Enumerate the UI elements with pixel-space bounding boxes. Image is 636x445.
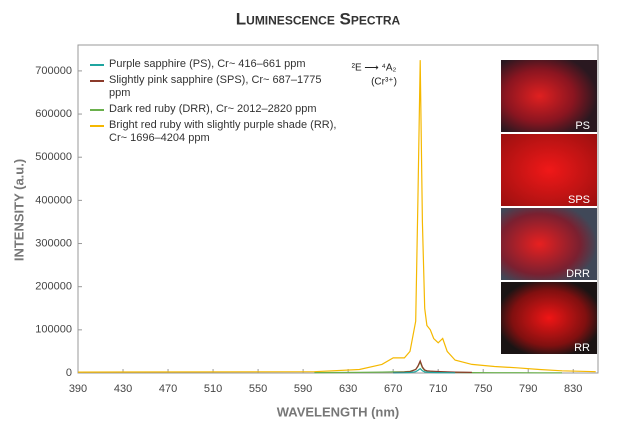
legend: Purple sapphire (PS), Cr~ 416–661 ppm Sli… bbox=[90, 58, 345, 148]
legend-label: Slightly pink sapphire (SPS), Cr~ 687–17… bbox=[109, 74, 322, 99]
inset-label: RR bbox=[574, 342, 590, 354]
x-tick-label: 750 bbox=[474, 383, 492, 395]
legend-swatch bbox=[90, 64, 104, 66]
y-tick-label: 100000 bbox=[35, 324, 72, 336]
y-axis-label: INTENSITY (a.u.) bbox=[11, 159, 26, 261]
x-axis-label: WAVELENGTH (nm) bbox=[277, 404, 400, 419]
y-tick-label: 200000 bbox=[35, 281, 72, 293]
y-tick-label: 400000 bbox=[35, 194, 72, 206]
legend-item: Bright red ruby with slightly purple sha… bbox=[90, 119, 345, 145]
x-tick-label: 790 bbox=[519, 383, 537, 395]
legend-item: Purple sapphire (PS), Cr~ 416–661 ppm bbox=[90, 58, 345, 71]
legend-label: Bright red ruby with slightly purple sha… bbox=[109, 119, 337, 144]
legend-item: Slightly pink sapphire (SPS), Cr~ 687–17… bbox=[90, 74, 345, 100]
y-tick-label: 300000 bbox=[35, 237, 72, 249]
chart-title: Luminescence Spectra bbox=[236, 9, 401, 28]
legend-swatch bbox=[90, 125, 104, 127]
inset-image bbox=[501, 60, 597, 132]
x-tick-label: 670 bbox=[384, 383, 402, 395]
inset-label: DRR bbox=[566, 268, 590, 280]
x-tick-label: 430 bbox=[114, 383, 132, 395]
legend-swatch bbox=[90, 109, 104, 111]
inset-image bbox=[501, 134, 597, 206]
annotation: (Cr³⁺) bbox=[371, 77, 397, 88]
y-tick-label: 600000 bbox=[35, 108, 72, 120]
y-tick-label: 700000 bbox=[35, 65, 72, 77]
x-tick-label: 470 bbox=[159, 383, 177, 395]
legend-item: Dark red ruby (DRR), Cr~ 2012–2820 ppm bbox=[90, 103, 345, 116]
legend-swatch bbox=[90, 80, 104, 82]
x-tick-label: 590 bbox=[294, 383, 312, 395]
series-line bbox=[77, 60, 596, 373]
inset-label: PS bbox=[575, 120, 590, 132]
insets bbox=[501, 60, 597, 354]
y-tick-label: 0 bbox=[66, 367, 72, 379]
annotation: ²E ⟶ ⁴A₂ bbox=[352, 63, 397, 74]
inset-image bbox=[501, 282, 597, 354]
y-tick-label: 500000 bbox=[35, 151, 72, 163]
x-tick-label: 630 bbox=[339, 383, 357, 395]
series-line bbox=[393, 359, 472, 374]
x-tick-label: 710 bbox=[429, 383, 447, 395]
inset-image bbox=[501, 208, 597, 280]
legend-label: Purple sapphire (PS), Cr~ 416–661 ppm bbox=[109, 58, 306, 70]
x-tick-label: 830 bbox=[564, 383, 582, 395]
x-tick-label: 390 bbox=[69, 383, 87, 395]
x-tick-label: 550 bbox=[249, 383, 267, 395]
x-tick-label: 510 bbox=[204, 383, 222, 395]
series-line bbox=[393, 367, 456, 374]
legend-label: Dark red ruby (DRR), Cr~ 2012–2820 ppm bbox=[109, 103, 317, 115]
inset-label: SPS bbox=[568, 194, 590, 206]
